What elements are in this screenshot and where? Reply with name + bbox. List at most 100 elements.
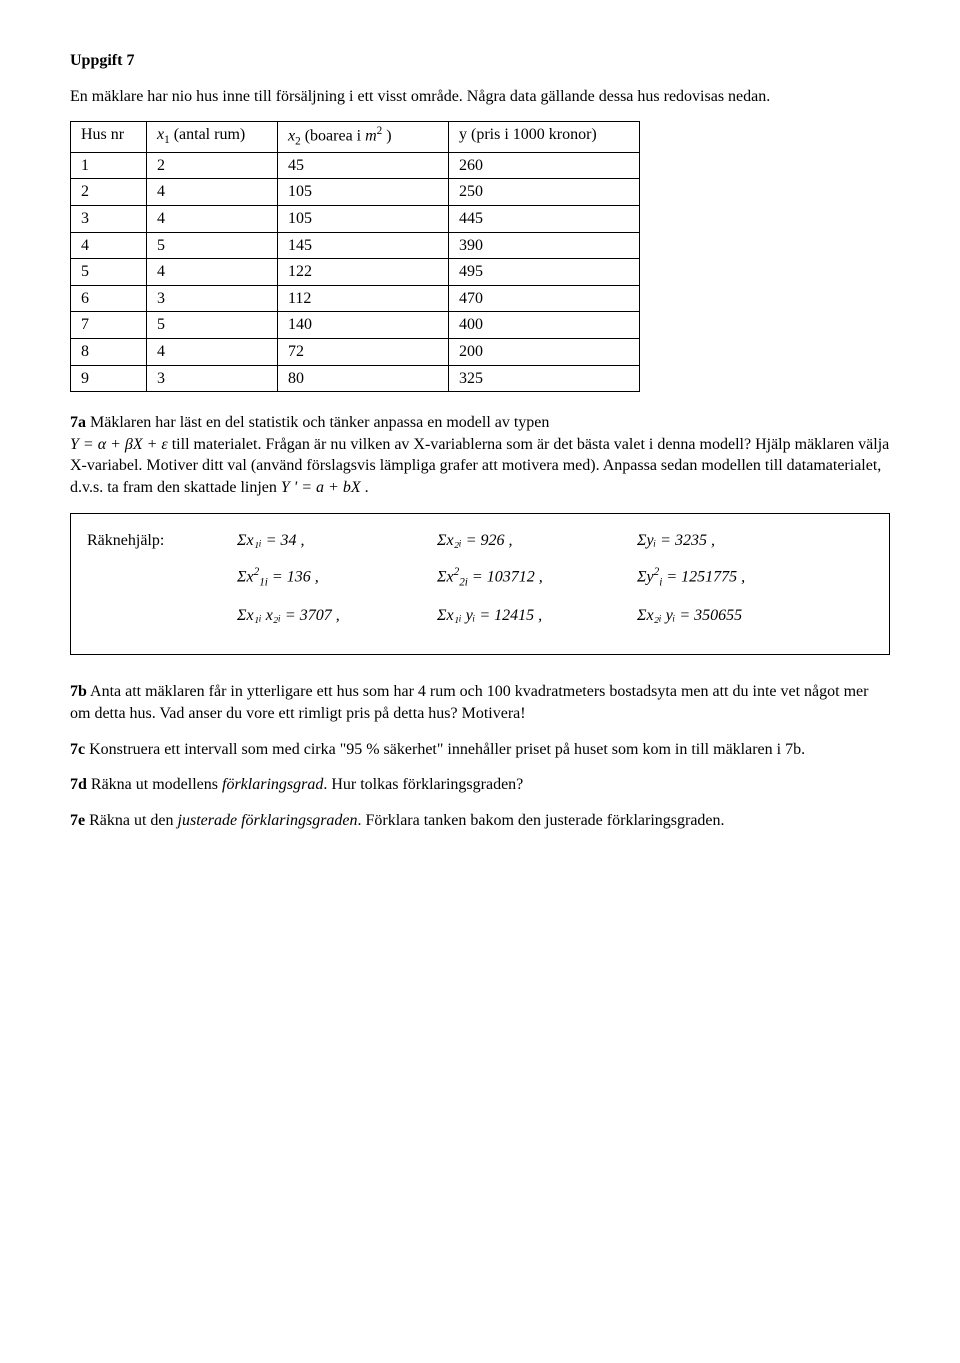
q7e-em: justerade förklaringsgraden xyxy=(178,812,358,829)
table-cell: 105 xyxy=(278,206,449,233)
hint-r2-a: Σx21i = 136 , xyxy=(237,565,437,591)
hint-row-1: Räknehjälp: Σx₁ᵢ = 34 , Σx₂ᵢ = 926 , Σyᵢ… xyxy=(87,530,873,552)
q7d-t1: Räkna ut modellens xyxy=(87,776,222,793)
table-cell: 2 xyxy=(71,179,147,206)
th-x1-post: (antal rum) xyxy=(170,126,246,143)
intro-text: En mäklare har nio hus inne till försälj… xyxy=(70,86,890,108)
q7b-label: 7b xyxy=(70,683,87,700)
table-cell: 3 xyxy=(71,206,147,233)
q7a-t3: . xyxy=(361,479,369,496)
table-cell: 112 xyxy=(278,285,449,312)
th-y: y (pris i 1000 kronor) xyxy=(449,122,640,153)
table-cell: 470 xyxy=(449,285,640,312)
table-row: 63112470 xyxy=(71,285,640,312)
th-x2-m: m xyxy=(365,128,377,145)
table-cell: 4 xyxy=(71,232,147,259)
th-x1: x1 (antal rum) xyxy=(147,122,278,153)
q7e-text: 7e Räkna ut den justerade förklaringsgra… xyxy=(70,810,890,832)
table-cell: 390 xyxy=(449,232,640,259)
hint-r1-b: Σx₂ᵢ = 926 , xyxy=(437,530,637,552)
table-row: 34105445 xyxy=(71,206,640,233)
table-row: 8472200 xyxy=(71,338,640,365)
table-cell: 1 xyxy=(71,152,147,179)
hint-row-2: Σx21i = 136 , Σx22i = 103712 , Σy2i = 12… xyxy=(87,565,873,591)
table-cell: 7 xyxy=(71,312,147,339)
q7a-eq1: Y = α + βX + ε xyxy=(70,436,168,453)
q7a-text: 7a Mäklaren har läst en del statistik oc… xyxy=(70,412,890,498)
hint-r2-a-sub: 1i xyxy=(259,577,268,589)
table-cell: 4 xyxy=(147,206,278,233)
table-row: 45145390 xyxy=(71,232,640,259)
hint-r2-a-pre: Σx xyxy=(237,568,254,585)
table-cell: 250 xyxy=(449,179,640,206)
q7c-text: 7c Konstruera ett intervall som med cirk… xyxy=(70,739,890,761)
hint-r2-c-pre: Σy xyxy=(637,568,654,585)
table-cell: 3 xyxy=(147,365,278,392)
q7c-label: 7c xyxy=(70,741,85,758)
hint-box: Räknehjälp: Σx₁ᵢ = 34 , Σx₂ᵢ = 926 , Σyᵢ… xyxy=(70,513,890,656)
q7a-t1: Mäklaren har läst en del statistik och t… xyxy=(86,414,549,431)
hint-r2-b-post: = 103712 , xyxy=(468,568,543,585)
table-cell: 445 xyxy=(449,206,640,233)
th-nr: Hus nr xyxy=(71,122,147,153)
hint-r1-c: Σyᵢ = 3235 , xyxy=(637,530,837,552)
table-cell: 122 xyxy=(278,259,449,286)
data-table: Hus nr x1 (antal rum) x2 (boarea i m2 ) … xyxy=(70,121,640,392)
th-x2-mid: (boarea i xyxy=(301,128,365,145)
q7a-t2: till materialet. Frågan är nu vilken av … xyxy=(70,436,889,496)
th-x2-post: ) xyxy=(382,128,391,145)
table-row: 54122495 xyxy=(71,259,640,286)
heading: Uppgift 7 xyxy=(70,50,890,72)
table-cell: 5 xyxy=(147,232,278,259)
table-cell: 145 xyxy=(278,232,449,259)
q7d-em: förklaringsgrad xyxy=(222,776,323,793)
q7a-label: 7a xyxy=(70,414,86,431)
table-cell: 8 xyxy=(71,338,147,365)
hint-r2-c-post: = 1251775 , xyxy=(662,568,745,585)
hint-r3-a: Σx₁ᵢ x₂ᵢ = 3707 , xyxy=(237,605,437,627)
hint-r2-b-sub: 2i xyxy=(459,577,468,589)
q7d-label: 7d xyxy=(70,776,87,793)
table-cell: 200 xyxy=(449,338,640,365)
q7e-t2: . Förklara tanken bakom den justerade fö… xyxy=(358,812,725,829)
q7c-body: Konstruera ett intervall som med cirka "… xyxy=(85,741,805,758)
table-cell: 72 xyxy=(278,338,449,365)
table-row: 1245260 xyxy=(71,152,640,179)
table-cell: 5 xyxy=(147,312,278,339)
table-row: 9380325 xyxy=(71,365,640,392)
table-cell: 495 xyxy=(449,259,640,286)
table-cell: 9 xyxy=(71,365,147,392)
th-x2: x2 (boarea i m2 ) xyxy=(278,122,449,153)
table-cell: 45 xyxy=(278,152,449,179)
q7e-t1: Räkna ut den xyxy=(85,812,177,829)
table-row: 75140400 xyxy=(71,312,640,339)
q7b-body: Anta att mäklaren får in ytterligare ett… xyxy=(70,683,868,722)
table-cell: 4 xyxy=(147,338,278,365)
hint-r3-c: Σx₂ᵢ yᵢ = 350655 xyxy=(637,605,837,627)
table-cell: 80 xyxy=(278,365,449,392)
table-cell: 2 xyxy=(147,152,278,179)
q7d-t2: . Hur tolkas förklaringsgraden? xyxy=(323,776,523,793)
table-cell: 6 xyxy=(71,285,147,312)
q7b-text: 7b Anta att mäklaren får in ytterligare … xyxy=(70,681,890,724)
table-cell: 105 xyxy=(278,179,449,206)
q7d-text: 7d Räkna ut modellens förklaringsgrad. H… xyxy=(70,774,890,796)
hint-r2-c: Σy2i = 1251775 , xyxy=(637,565,837,591)
table-row: 24105250 xyxy=(71,179,640,206)
table-cell: 400 xyxy=(449,312,640,339)
table-cell: 4 xyxy=(147,259,278,286)
table-cell: 4 xyxy=(147,179,278,206)
table-cell: 140 xyxy=(278,312,449,339)
table-cell: 325 xyxy=(449,365,640,392)
table-cell: 5 xyxy=(71,259,147,286)
hint-r1-a: Σx₁ᵢ = 34 , xyxy=(237,530,437,552)
hint-r2-a-post: = 136 , xyxy=(268,568,319,585)
q7a-eq2: Y ' = a + bX xyxy=(281,479,361,496)
q7e-label: 7e xyxy=(70,812,85,829)
hint-row-3: Σx₁ᵢ x₂ᵢ = 3707 , Σx₁ᵢ yᵢ = 12415 , Σx₂ᵢ… xyxy=(87,605,873,627)
hint-r2-b-pre: Σx xyxy=(437,568,454,585)
hint-label: Räknehjälp: xyxy=(87,530,237,552)
table-cell: 260 xyxy=(449,152,640,179)
hint-r3-b: Σx₁ᵢ yᵢ = 12415 , xyxy=(437,605,637,627)
hint-r2-b: Σx22i = 103712 , xyxy=(437,565,637,591)
